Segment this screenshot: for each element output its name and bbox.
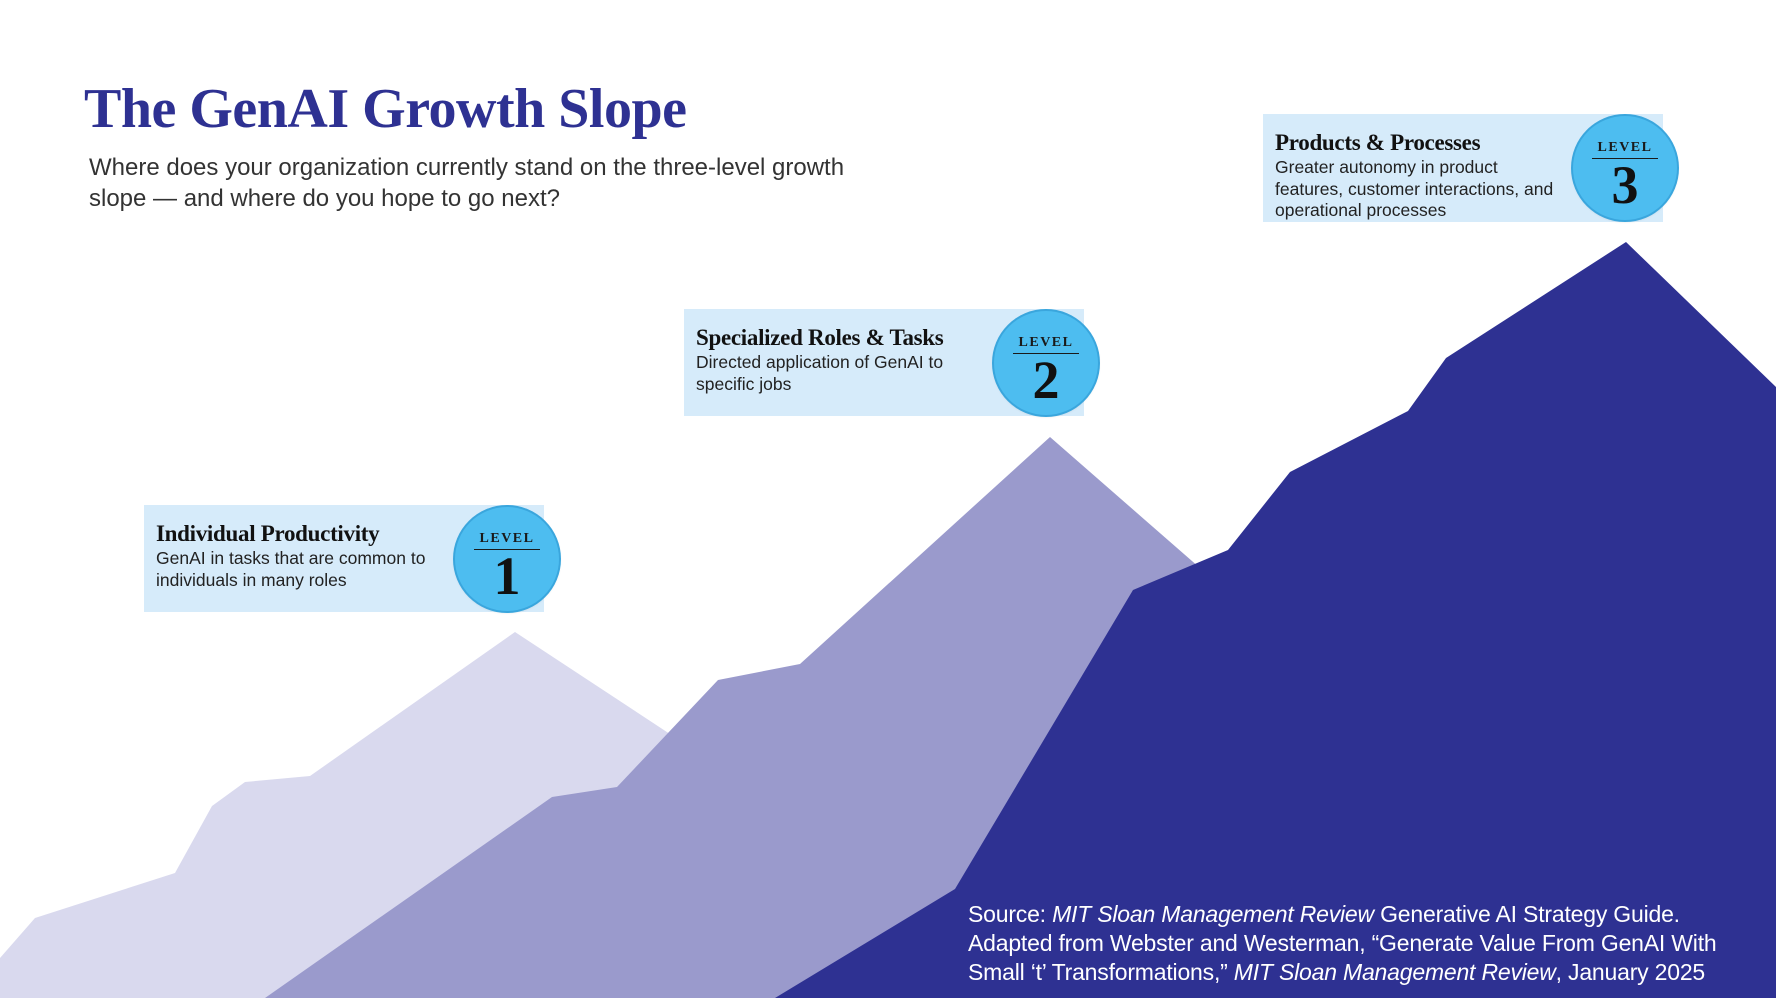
- level-2-badge: LEVEL 2: [994, 311, 1098, 415]
- level-1-badge: LEVEL 1: [455, 507, 559, 611]
- page-title: The GenAI Growth Slope: [84, 78, 687, 140]
- level-2-heading: Specialized Roles & Tasks: [696, 325, 944, 350]
- level-2-description: Directed application of GenAI to specifi…: [696, 352, 944, 394]
- level-3-badge-label: LEVEL: [1592, 140, 1658, 159]
- level-1-badge-number: 1: [493, 546, 521, 606]
- level-1-description: GenAI in tasks that are common to indivi…: [156, 548, 426, 590]
- level-2-badge-label: LEVEL: [1013, 335, 1079, 354]
- mountain-level-2: [265, 437, 1200, 998]
- level-1-badge-label: LEVEL: [474, 531, 540, 550]
- source-citation: Source: MIT Sloan Management Review Gene…: [968, 900, 1768, 987]
- level-3-badge: LEVEL 3: [1573, 116, 1677, 220]
- source-prefix: Source:: [968, 901, 1053, 927]
- source-publication-2: MIT Sloan Management Review: [1233, 959, 1556, 985]
- source-guide: Generative AI Strategy Guide.: [1373, 901, 1680, 927]
- mountain-level-3: [775, 242, 1776, 998]
- level-1-heading: Individual Productivity: [156, 521, 380, 546]
- level-3-badge-number: 3: [1611, 155, 1639, 215]
- level-3-description: Greater autonomy in product features, cu…: [1275, 157, 1554, 220]
- level-3-heading: Products & Processes: [1275, 130, 1481, 155]
- source-adapted: Adapted from Webster and Westerman, “Gen…: [968, 930, 1717, 985]
- page-subtitle: Where does your organization currently s…: [89, 154, 845, 212]
- source-publication: MIT Sloan Management Review: [1052, 901, 1374, 927]
- source-date: , January 2025: [1555, 959, 1706, 985]
- level-2-badge-number: 2: [1032, 350, 1060, 410]
